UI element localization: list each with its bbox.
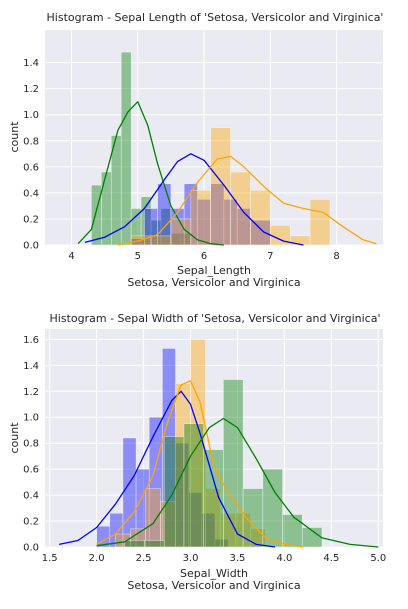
- y-tick-label: 1.4: [23, 58, 39, 69]
- y-axis-label: count: [8, 422, 21, 454]
- x-tick-label: 1.5: [42, 553, 58, 564]
- histogram-bar: [163, 436, 185, 548]
- y-tick-label: 1.2: [23, 387, 39, 398]
- x-tick-label: 3.5: [230, 553, 246, 564]
- y-tick-label: 0.4: [23, 491, 39, 502]
- x-tick-label: 4: [68, 251, 74, 262]
- histogram-bar: [145, 488, 161, 548]
- x-axis-label: Sepal_Length: [177, 264, 251, 277]
- chart-sepal-width: Histogram - Sepal Width of 'Setosa, Vers…: [8, 312, 386, 592]
- y-tick-label: 0.6: [23, 465, 39, 476]
- x-ticks: 4 5 6 7 8: [68, 251, 339, 262]
- chart-title: Histogram - Sepal Width of 'Setosa, Vers…: [50, 312, 381, 325]
- kde-line: [96, 417, 379, 548]
- x-axis-sublabel: Setosa, Versicolor and Virginica: [127, 276, 300, 289]
- y-tick-label: 1.4: [23, 361, 39, 372]
- y-tick-label: 1.6: [23, 335, 39, 346]
- kde-line: [117, 155, 377, 246]
- x-axis-label: Sepal_Width: [180, 567, 248, 580]
- histogram-bar: [124, 540, 145, 548]
- x-axis-sublabel: Setosa, Versicolor and Virginica: [127, 579, 300, 592]
- histogram-bar: [309, 199, 331, 246]
- histogram-bar: [144, 540, 165, 548]
- histogram-bar: [250, 189, 271, 246]
- kde-layer: [58, 380, 379, 548]
- y-tick-label: 1.0: [23, 413, 39, 424]
- histogram-bar: [183, 423, 204, 548]
- y-ticks: 0.0 0.2 0.4 0.6 0.8 1.0 1.2 1.4 1.6: [23, 335, 39, 554]
- histogram-bar: [120, 51, 132, 246]
- histogram-bar: [223, 379, 244, 548]
- x-tick-label: 4.5: [323, 553, 339, 564]
- histogram-bar: [262, 468, 283, 548]
- y-tick-label: 0.0: [23, 543, 39, 554]
- histogram-bar: [210, 127, 231, 246]
- y-tick-label: 0.6: [23, 162, 39, 173]
- x-tick-label: 4.0: [276, 553, 292, 564]
- y-tick-label: 0.0: [23, 241, 39, 252]
- kde-line: [77, 101, 224, 246]
- x-tick-label: 5: [135, 251, 141, 262]
- histogram-bar: [150, 235, 172, 246]
- y-tick-label: 0.8: [23, 439, 39, 450]
- y-tick-label: 1.2: [23, 84, 39, 95]
- x-tick-label: 2.5: [136, 553, 152, 564]
- y-tick-label: 1.0: [23, 110, 39, 121]
- x-tick-label: 8: [333, 251, 339, 262]
- y-tick-label: 0.8: [23, 136, 39, 147]
- x-tick-label: 7: [267, 251, 273, 262]
- histogram-bar: [282, 514, 303, 548]
- y-ticks: 0.0 0.2 0.4 0.6 0.8 1.0 1.2 1.4: [23, 58, 39, 251]
- x-tick-label: 6: [201, 251, 207, 262]
- x-tick-label: 3.0: [183, 553, 199, 564]
- y-tick-label: 0.2: [23, 214, 39, 225]
- histogram-bar: [91, 184, 102, 246]
- kde-layer: [77, 101, 377, 246]
- y-axis-label: count: [8, 121, 21, 153]
- bars-layer: [91, 51, 331, 246]
- chart-title: Histogram - Sepal Length of 'Setosa, Ver…: [47, 11, 384, 24]
- chart-sepal-length: Histogram - Sepal Length of 'Setosa, Ver…: [8, 11, 383, 289]
- kde-line: [84, 153, 304, 246]
- x-tick-label: 5.0: [370, 553, 386, 564]
- bars-layer: [96, 339, 323, 548]
- y-tick-label: 0.4: [23, 188, 39, 199]
- x-tick-label: 2.0: [89, 553, 105, 564]
- kde-line: [96, 380, 304, 548]
- x-ticks: 1.5 2.0 2.5 3.0 3.5 4.0 4.5 5.0: [42, 553, 387, 564]
- y-tick-label: 0.2: [23, 517, 39, 528]
